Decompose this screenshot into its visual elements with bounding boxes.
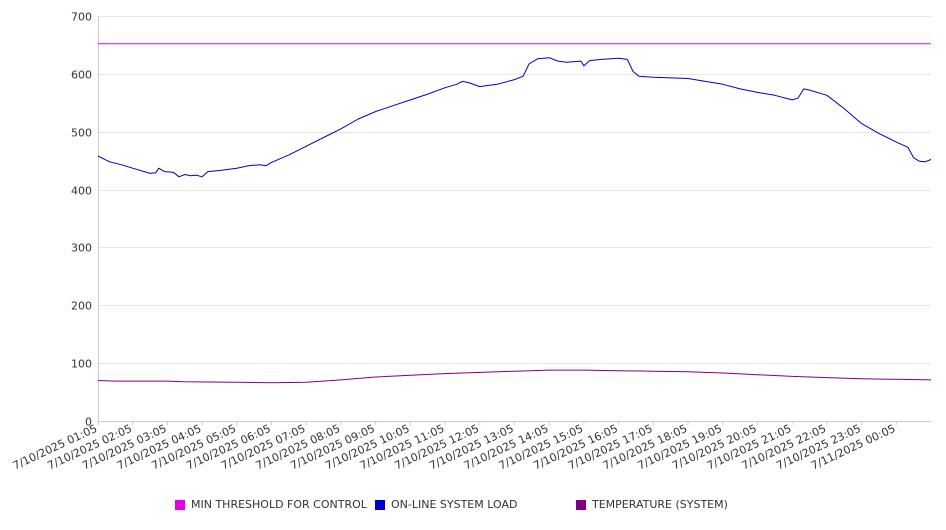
legend-swatch bbox=[375, 499, 385, 510]
legend-label: TEMPERATURE (SYSTEM) bbox=[592, 498, 728, 511]
legend-item[interactable]: ON-LINE SYSTEM LOAD bbox=[375, 498, 517, 511]
y-tick-label: 200 bbox=[71, 300, 92, 313]
axes bbox=[98, 16, 931, 422]
legend-label: ON-LINE SYSTEM LOAD bbox=[391, 498, 518, 511]
y-tick-label: 400 bbox=[71, 185, 92, 198]
series-lines bbox=[97, 43, 932, 384]
legend-label: MIN THRESHOLD FOR CONTROL bbox=[191, 498, 367, 511]
legend-item[interactable]: MIN THRESHOLD FOR CONTROL bbox=[175, 498, 367, 511]
series-line-3 bbox=[97, 369, 932, 384]
y-tick-label: 700 bbox=[71, 11, 92, 24]
chart-legend: MIN THRESHOLD FOR CONTROL ON-LINE SYSTEM … bbox=[0, 498, 946, 516]
legend-item[interactable]: TEMPERATURE (SYSTEM) bbox=[576, 498, 728, 511]
y-tick-label: 300 bbox=[71, 242, 92, 255]
legend-swatch bbox=[175, 499, 185, 510]
y-tick-label: 500 bbox=[71, 127, 92, 140]
y-tick-label: 100 bbox=[71, 358, 92, 371]
series-line-2 bbox=[97, 57, 932, 178]
x-axis-tick-labels: 7/10/2025 01:057/10/2025 02:057/10/2025 … bbox=[11, 421, 898, 472]
y-axis-tick-labels: 0 100 200 300 400 500 600 700 bbox=[71, 11, 92, 429]
legend-swatch bbox=[576, 499, 586, 510]
y-tick-label: 600 bbox=[71, 69, 92, 82]
grid-lines bbox=[98, 16, 931, 364]
y-tick-label: 0 bbox=[85, 416, 92, 429]
